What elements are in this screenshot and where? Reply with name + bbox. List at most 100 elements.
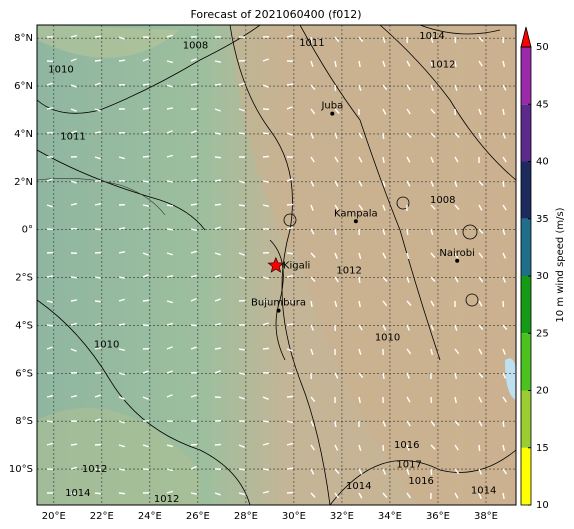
x-tick-label: 32°E — [330, 511, 354, 522]
contour-label: 1010 — [94, 340, 119, 351]
wind-arrow — [262, 322, 269, 326]
wind-arrow — [382, 492, 388, 499]
wind-arrow — [166, 394, 173, 398]
y-tick-label: 8°S — [15, 416, 33, 427]
wind-arrow — [214, 298, 221, 302]
wind-arrow — [70, 130, 77, 134]
wind-arrow — [46, 178, 53, 182]
wind-arrow — [142, 107, 150, 110]
y-tick-label: 2°S — [15, 273, 33, 284]
place-label: Kigali — [283, 261, 310, 272]
x-tick-label: 22°E — [90, 511, 114, 522]
wind-arrow — [430, 420, 436, 427]
wind-arrow — [358, 300, 361, 308]
wind-arrow — [286, 178, 293, 182]
wind-arrow — [142, 227, 150, 230]
wind-arrow — [70, 180, 77, 184]
wind-arrow — [406, 396, 411, 403]
wind-arrow — [382, 132, 385, 140]
colorbar-tick-label: 30 — [536, 271, 549, 282]
contour-label: 1014 — [346, 481, 371, 492]
wind-arrow — [118, 36, 125, 40]
contour-label: 1012 — [154, 494, 179, 505]
wind-arrow — [262, 180, 270, 183]
wind-arrow — [358, 396, 361, 404]
wind-arrow — [166, 204, 174, 207]
x-tick-label: 38°E — [474, 511, 498, 522]
wind-arrow — [382, 84, 388, 91]
wind-arrow — [142, 252, 149, 256]
wind-arrow — [502, 444, 505, 452]
wind-arrow — [214, 179, 222, 182]
wind-arrow — [286, 252, 294, 255]
wind-arrow — [190, 394, 197, 398]
wind-arrow — [118, 372, 125, 376]
wind-arrow — [454, 84, 458, 91]
wind-arrow — [358, 252, 362, 259]
wind-arrow — [454, 396, 457, 404]
wind-arrow — [46, 420, 54, 423]
wind-arrow — [142, 370, 149, 374]
wind-arrow — [214, 492, 221, 496]
wind-arrow — [286, 323, 294, 326]
wind-arrow — [118, 420, 125, 424]
wind-arrow — [454, 60, 457, 68]
wind-arrow — [286, 34, 293, 38]
wind-arrow — [238, 348, 246, 351]
wind-arrow — [454, 276, 459, 283]
contour-label: 1012 — [430, 60, 455, 71]
wind-arrow — [478, 228, 484, 235]
y-tick-label: 6°S — [15, 368, 33, 379]
x-tick-label: 20°E — [42, 511, 66, 522]
wind-arrow — [382, 300, 388, 307]
wind-arrow — [310, 108, 316, 115]
wind-arrow — [430, 156, 434, 163]
colorbar-segment — [521, 390, 531, 448]
wind-arrow — [94, 82, 101, 86]
wind-arrow — [454, 324, 458, 331]
wind-arrow — [334, 36, 340, 43]
contour-label: 1011 — [60, 131, 85, 142]
wind-arrow — [478, 108, 482, 115]
wind-arrow — [238, 108, 245, 112]
wind-arrow — [214, 347, 222, 350]
wind-arrow — [46, 300, 54, 304]
wind-arrow — [166, 228, 174, 231]
wind-arrow — [502, 372, 507, 379]
wind-arrow — [166, 300, 173, 304]
wind-arrow — [238, 396, 245, 400]
colorbar-segment — [521, 276, 531, 334]
wind-arrow — [502, 84, 507, 91]
wind-arrow — [430, 228, 434, 235]
x-tick-label: 36°E — [426, 511, 450, 522]
wind-arrow — [142, 155, 150, 158]
wind-arrow — [262, 442, 269, 446]
wind-arrow — [478, 60, 483, 67]
wind-arrow — [310, 492, 316, 498]
wind-arrow — [310, 84, 316, 91]
wind-arrow — [238, 204, 246, 207]
wind-arrow — [190, 492, 198, 495]
wind-arrow — [478, 420, 483, 427]
wind-arrow — [70, 322, 77, 326]
wind-arrow — [382, 468, 387, 475]
wind-arrow — [94, 276, 102, 279]
wind-arrow — [46, 204, 53, 208]
wind-arrow — [430, 84, 434, 91]
wind-arrow — [94, 156, 101, 160]
contour-label: 1014 — [65, 488, 90, 499]
wind-arrow — [310, 444, 315, 451]
wind-arrow — [214, 370, 221, 374]
contour-label: 1016 — [394, 440, 419, 451]
wind-arrow — [214, 252, 221, 256]
wind-arrow — [334, 108, 340, 114]
wind-arrow — [166, 275, 174, 278]
wind-arrow — [358, 60, 361, 68]
wind-arrow — [286, 275, 294, 278]
wind-arrow — [94, 131, 102, 134]
wind-arrow — [406, 132, 412, 138]
wind-arrow — [262, 276, 269, 280]
wind-arrow — [166, 107, 174, 110]
wind-arrow — [406, 180, 411, 187]
wind-arrow — [430, 348, 434, 355]
